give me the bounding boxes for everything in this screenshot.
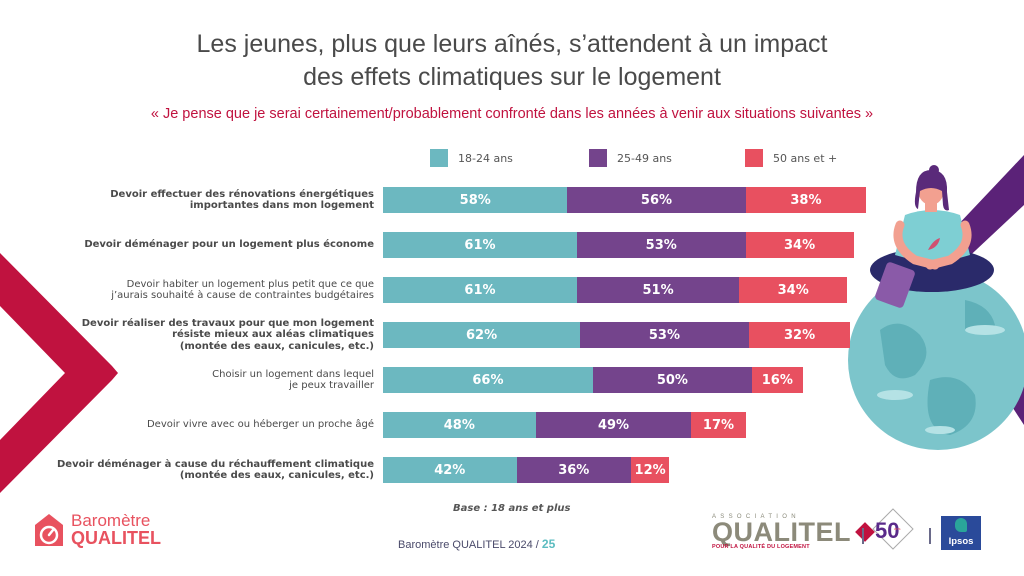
bar-segment: 50% — [592, 367, 752, 393]
data-label: 34% — [784, 237, 816, 253]
data-label: 51% — [642, 282, 674, 298]
legend-item: 18-24 ans — [430, 149, 513, 167]
legend-label: 25-49 ans — [617, 151, 672, 165]
bar-segment: 49% — [535, 412, 692, 438]
diamond-icon — [855, 522, 875, 542]
data-label: 61% — [464, 282, 496, 298]
legend-item: 50 ans et + — [745, 149, 837, 167]
house-gauge-icon — [35, 514, 63, 546]
data-label: 17% — [702, 417, 735, 433]
barometre-qualitel-logo: Baromètre QUALITEL — [34, 512, 161, 548]
qualitel-name: QUALITEL — [712, 517, 875, 547]
bar-segment: 61% — [383, 232, 577, 258]
category-label: Devoir déménager pour un logement plus é… — [84, 239, 374, 251]
page-title: Les jeunes, plus que leurs aînés, s’atte… — [0, 28, 1024, 94]
logo-separator — [862, 528, 864, 544]
data-label: 34% — [777, 282, 809, 298]
woman-figure — [870, 165, 994, 308]
bar-segment: 17% — [691, 412, 746, 438]
data-label: 42% — [434, 462, 466, 478]
bar-segment: 12% — [631, 457, 670, 483]
category-label: Devoir effectuer des rénovations énergét… — [110, 188, 374, 212]
legend-label: 18-24 ans — [458, 151, 513, 165]
ipsos-text: Ipsos — [948, 536, 974, 547]
bar-segment: 62% — [383, 322, 581, 348]
association-qualitel-logo: ASSOCIATION QUALITEL POUR LA QUALITÉ DU … — [712, 514, 875, 550]
data-label: 61% — [464, 237, 496, 253]
bar-segment: 42% — [383, 457, 517, 483]
base-note: Base : 18 ans et plus — [453, 503, 571, 514]
legend-swatch — [430, 149, 448, 167]
category-label: Devoir vivre avec ou héberger un proche … — [146, 419, 374, 431]
data-label: 32% — [784, 327, 816, 343]
data-label: 36% — [558, 462, 590, 478]
report-label: Baromètre QUALITEL 2024 / — [398, 539, 542, 551]
bar-segment: 38% — [745, 187, 867, 213]
logo-barometre-text: Baromètre — [71, 511, 151, 530]
legend-label: 50 ans et + — [773, 151, 838, 165]
data-label: 56% — [640, 192, 673, 208]
qualitel-tagline: POUR LA QUALITÉ DU LOGEMENT — [712, 544, 810, 550]
category-label: Choisir un logement dans lequel je peux t… — [212, 368, 374, 392]
data-label: 12% — [634, 462, 666, 478]
bar-segment: 56% — [567, 187, 746, 213]
data-label: 50% — [656, 372, 688, 388]
bar-segment: 34% — [745, 232, 854, 258]
data-label: 66% — [472, 372, 504, 388]
category-label: Devoir déménager à cause du réchauffemen… — [57, 458, 374, 482]
data-label: 53% — [645, 237, 677, 253]
logo-qualitel-text: QUALITEL — [71, 528, 161, 548]
bar-segment: 48% — [383, 412, 536, 438]
category-label: Devoir habiter un logement plus petit qu… — [111, 278, 374, 302]
logo-separator — [929, 528, 931, 544]
bar-segment: 51% — [576, 277, 740, 303]
data-label: 53% — [648, 327, 680, 343]
bar-segment: 32% — [748, 322, 851, 348]
legend-swatch — [589, 149, 607, 167]
bar-segment: 53% — [580, 322, 749, 348]
data-label: 58% — [459, 192, 491, 208]
report-footer: Baromètre QUALITEL 2024 / 25 — [398, 537, 555, 551]
data-label: 16% — [761, 372, 793, 388]
data-label: 49% — [597, 417, 630, 433]
qualitel-association-label: ASSOCIATION — [712, 514, 800, 520]
ipsos-leaf-icon — [955, 518, 967, 532]
bar-segment: 58% — [383, 187, 568, 213]
bar-segment: 66% — [383, 367, 593, 393]
page-subtitle: « Je pense que je serai certainement/pro… — [150, 106, 874, 122]
bar-segment: 61% — [383, 277, 577, 303]
title-line-1: Les jeunes, plus que leurs aînés, s’atte… — [196, 30, 828, 58]
bar-segment: 36% — [516, 457, 632, 483]
bar-segment: 53% — [576, 232, 746, 258]
legend-swatch — [745, 149, 763, 167]
legend-item: 25-49 ans — [589, 149, 672, 167]
data-label: 38% — [790, 192, 822, 208]
category-label: Devoir réaliser des travaux pour que mon… — [81, 317, 374, 352]
data-label: 62% — [466, 327, 498, 343]
data-label: 48% — [443, 417, 475, 433]
title-line-2: des effets climatiques sur le logement — [303, 63, 721, 91]
ipsos-logo: Ipsos — [941, 516, 981, 550]
red-chevron-shape — [0, 253, 118, 493]
bar-segment: 16% — [751, 367, 803, 393]
globe-icon — [848, 270, 1024, 450]
qualitel-name-text: QUALITEL — [712, 517, 851, 547]
page-number: 25 — [541, 537, 556, 551]
bar-segment: 34% — [739, 277, 848, 303]
